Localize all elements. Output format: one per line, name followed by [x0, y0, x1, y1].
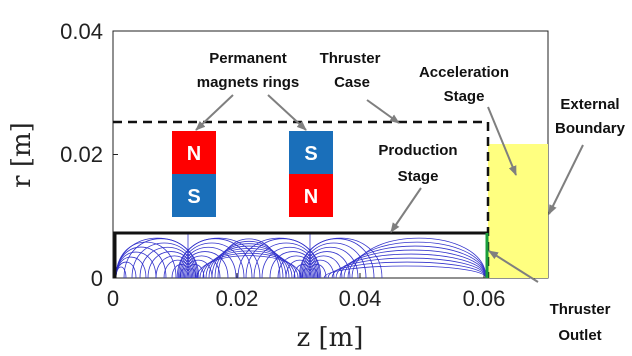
magnet-pole-label: S: [304, 143, 317, 165]
field-line: [171, 264, 191, 279]
field-line: [155, 255, 194, 279]
field-line: [253, 242, 319, 279]
x-tick-label: 0.04: [339, 286, 382, 311]
label-thruster-outlet: Thruster Outlet: [550, 301, 611, 344]
annotation-text: Thruster: [550, 301, 611, 318]
field-line: [214, 241, 284, 279]
field-line: [147, 251, 195, 279]
label-permanent-magnets: Permanent magnets rings: [197, 50, 300, 91]
x-tick-label: 0.06: [463, 286, 506, 311]
annotation-text: Outlet: [558, 327, 601, 344]
external-region: [488, 144, 548, 278]
field-line: [269, 251, 317, 279]
field-line: [199, 253, 299, 279]
magnet-pole-top: [289, 131, 333, 174]
annotation-text: External: [560, 96, 619, 113]
magnet-pole-label: S: [187, 186, 200, 208]
magnetic-field-lines: [115, 234, 487, 279]
arrow-thruster-case: [366, 99, 400, 124]
y-axis-label: r [m]: [7, 122, 37, 188]
x-tick-label: 0.02: [216, 286, 259, 311]
field-line: [302, 246, 359, 279]
field-line: [300, 238, 375, 279]
arrow-magnet-2: [267, 94, 307, 131]
field-line: [196, 255, 302, 279]
y-tick-label: 0: [91, 266, 103, 291]
annotation-text: Thruster: [320, 50, 381, 67]
annotation-text: Boundary: [555, 120, 626, 137]
x-axis-label: z [m]: [297, 323, 364, 353]
field-line: [285, 259, 314, 279]
annotation-arrows: [195, 94, 584, 283]
field-line: [347, 241, 487, 279]
production-stage-wall: [113, 231, 488, 278]
label-acceleration-stage: Acceleration Stage: [419, 64, 509, 105]
x-axis: [112, 273, 485, 278]
field-line: [237, 237, 322, 279]
field-line: [131, 242, 197, 279]
field-line: [139, 246, 196, 279]
field-line: [115, 241, 177, 279]
field-line: [277, 255, 316, 279]
magnet-pole-label: N: [304, 186, 318, 208]
field-line: [208, 245, 290, 279]
arrow-production-stage: [390, 187, 422, 233]
field-line: [163, 259, 192, 279]
thruster-case-outline: [113, 120, 490, 278]
magnet-ring-1: N S: [172, 131, 216, 217]
field-line: [339, 249, 487, 279]
annotation-text: Case: [334, 74, 370, 91]
field-line: [180, 246, 237, 279]
annotation-text: Stage: [444, 88, 485, 105]
field-line: [301, 242, 367, 279]
field-line: [298, 237, 383, 279]
field-line: [184, 259, 213, 279]
field-line: [179, 242, 245, 279]
field-line: [351, 237, 487, 279]
magnet-pole-top: [172, 131, 216, 174]
x-tick-label: 0: [107, 286, 119, 311]
label-external-boundary: External Boundary: [555, 96, 626, 137]
field-line: [335, 253, 487, 279]
field-line: [181, 251, 229, 279]
field-line: [176, 237, 261, 279]
field-line: [303, 251, 351, 279]
annotation-text: Permanent: [209, 50, 287, 67]
field-line: [261, 246, 318, 279]
annotation-text: Stage: [398, 168, 439, 185]
field-line: [307, 264, 327, 279]
field-line: [217, 238, 281, 279]
label-production-stage: Production Stage: [378, 142, 457, 185]
field-line: [123, 238, 198, 279]
arrow-acceleration-stage: [487, 106, 517, 176]
magnet-pole-bottom: [289, 174, 333, 217]
arrow-thruster-outlet: [488, 250, 539, 283]
field-line: [182, 255, 221, 279]
arrow-external-boundary: [548, 144, 584, 215]
arrow-magnet-1: [195, 94, 234, 131]
y-tick-label: 0.02: [60, 142, 103, 167]
field-line: [327, 261, 487, 279]
annotation-text: magnets rings: [197, 74, 300, 91]
field-line: [211, 243, 287, 279]
magnet-pole-bottom: [172, 174, 216, 217]
magnet-ring-2: S N: [289, 131, 333, 217]
label-thruster-case: Thruster Case: [320, 50, 381, 91]
field-line: [343, 245, 487, 279]
field-line: [245, 238, 320, 279]
field-line: [331, 257, 487, 279]
magnet-pole-label: N: [187, 143, 201, 165]
annotation-text: Production: [378, 142, 457, 159]
field-line: [115, 246, 167, 279]
annotation-text: Acceleration: [419, 64, 509, 81]
y-tick-label: 0.04: [60, 19, 103, 44]
